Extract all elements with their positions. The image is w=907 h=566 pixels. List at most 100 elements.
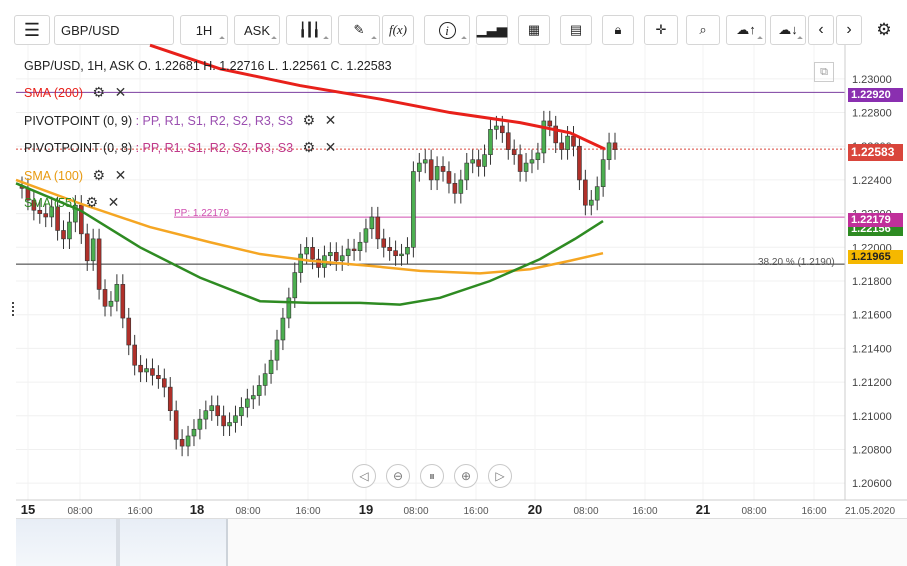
candle-body xyxy=(286,297,292,319)
zoom-in-button[interactable]: ⊕ xyxy=(454,464,478,488)
candle-body xyxy=(298,253,304,273)
candle-body xyxy=(393,250,398,257)
time-tick-label: 16:00 xyxy=(463,506,488,517)
candle-body xyxy=(523,162,529,172)
price-tick-label: 1.21400 xyxy=(852,343,892,355)
navigator[interactable] xyxy=(16,518,907,566)
candles xyxy=(19,110,618,457)
timeframe-selector[interactable]: 1H xyxy=(180,15,228,45)
function-icon: f(x) xyxy=(388,22,408,37)
sma100-settings-icon[interactable]: ⚙ xyxy=(92,167,106,183)
chart-type-button[interactable]: ╽┃╽ xyxy=(286,15,332,45)
zoom-out-icon: ⊖ xyxy=(392,469,404,483)
price-side-selector[interactable]: ASK xyxy=(234,15,280,45)
pivot2-legend[interactable]: PIVOTPOINT (0, 8) : PP, R1, S1, R2, S2, … xyxy=(24,139,336,156)
sma200-legend[interactable]: SMA (200) ⚙ ✕ xyxy=(24,84,126,101)
candle-body xyxy=(167,386,173,412)
draw-button[interactable]: ✎ xyxy=(338,15,380,45)
popout-icon[interactable]: ⧉ xyxy=(814,62,834,82)
navigator-window[interactable] xyxy=(16,519,226,566)
candle-body xyxy=(31,199,37,211)
candle-body xyxy=(90,238,96,262)
candle-body xyxy=(96,238,102,290)
sma200-settings-icon[interactable]: ⚙ xyxy=(92,84,106,100)
candle-body xyxy=(405,247,410,255)
pivot2-settings-icon[interactable]: ⚙ xyxy=(302,139,316,155)
candle-body xyxy=(387,247,392,251)
pivot1-legend[interactable]: PIVOTPOINT (0, 9) : PP, R1, S1, R2, S2, … xyxy=(24,112,336,129)
zoom-in-icon: ⊕ xyxy=(460,469,472,483)
news-button[interactable]: ▤ xyxy=(560,15,592,45)
horizontal-levels xyxy=(16,91,845,265)
time-tick-label: 16:00 xyxy=(295,506,320,517)
candle-body xyxy=(363,228,369,243)
candle-body xyxy=(345,248,351,257)
candle-body xyxy=(84,233,90,262)
sma200-close-icon[interactable]: ✕ xyxy=(114,84,127,100)
time-tick-label: 16:00 xyxy=(127,506,152,517)
info-button[interactable]: i xyxy=(424,15,470,45)
crosshair-button[interactable]: ✛ xyxy=(644,15,678,45)
pivot1-close-icon[interactable]: ✕ xyxy=(324,112,337,128)
candle-body xyxy=(310,247,315,260)
candle-body xyxy=(233,415,238,423)
candle-body xyxy=(316,258,321,268)
pivot1-label: PIVOTPOINT (0, 9) xyxy=(24,114,133,128)
candle-body xyxy=(43,213,49,218)
candle-body xyxy=(173,410,179,440)
zoom-out-button[interactable]: ⊖ xyxy=(386,464,410,488)
scroll-right-icon: ▷ xyxy=(495,469,505,483)
candle-body xyxy=(150,368,155,376)
candle-body xyxy=(357,241,363,251)
candle-body xyxy=(250,395,256,400)
time-tick-label: 16:00 xyxy=(801,506,826,517)
next-button[interactable]: › xyxy=(836,15,862,45)
function-button[interactable]: f(x) xyxy=(382,15,414,45)
sma55-close-icon[interactable]: ✕ xyxy=(107,194,120,210)
sma100-close-icon[interactable]: ✕ xyxy=(114,167,127,183)
symbol-selector[interactable]: GBP/USD xyxy=(54,15,174,45)
reset-button[interactable]: ⏸ xyxy=(420,464,444,488)
menu-button[interactable]: ☰ xyxy=(14,15,50,45)
candle-body xyxy=(37,209,43,214)
scroll-right-button[interactable]: ▷ xyxy=(488,464,512,488)
settings-button[interactable]: ⚙ xyxy=(870,15,898,45)
lock-button[interactable]: 🔒︎ xyxy=(602,15,634,45)
prev-button[interactable]: ‹ xyxy=(808,15,834,45)
candle-body xyxy=(292,272,298,299)
upload-button[interactable]: ☁↑ xyxy=(726,15,766,45)
sma55-legend[interactable]: SMA (55) ⚙ ✕ xyxy=(24,194,119,211)
candle-body xyxy=(583,179,588,206)
navigator-handle[interactable] xyxy=(116,519,120,566)
calendar-button[interactable]: ▦ xyxy=(518,15,550,45)
candle-body xyxy=(333,252,339,262)
scroll-left-button[interactable]: ◁ xyxy=(352,464,376,488)
time-tick-label: 08:00 xyxy=(573,506,598,517)
candle-body xyxy=(239,407,244,417)
candle-body xyxy=(594,186,600,201)
crosshair-icon: ✛ xyxy=(655,22,667,37)
candle-body xyxy=(547,120,553,127)
sma200-value-badge: 1.22920 xyxy=(848,88,903,102)
sma55-settings-icon[interactable]: ⚙ xyxy=(85,194,99,210)
pivot2-close-icon[interactable]: ✕ xyxy=(324,139,337,155)
resize-handle[interactable] xyxy=(12,302,17,316)
candle-body xyxy=(470,159,475,164)
pivot1-settings-icon[interactable]: ⚙ xyxy=(302,112,316,128)
candle-body xyxy=(505,132,511,150)
candle-body xyxy=(328,252,333,257)
zoom-button[interactable]: ⌕ xyxy=(686,15,720,45)
sma100-legend[interactable]: SMA (100) ⚙ ✕ xyxy=(24,167,126,184)
time-tick-label: 15 xyxy=(21,502,35,517)
navigator-handle[interactable] xyxy=(226,519,228,566)
price-tick-label: 1.20800 xyxy=(852,444,892,456)
candle-body xyxy=(108,300,114,307)
candle-body xyxy=(422,159,428,164)
download-button[interactable]: ☁↓ xyxy=(770,15,806,45)
candle-body xyxy=(203,410,209,420)
zoom-icon: ⌕ xyxy=(699,22,707,37)
indicators-button[interactable]: ▁▃▅ xyxy=(476,15,508,45)
sma200-line xyxy=(149,43,606,151)
pp-label: PP: 1.22179 xyxy=(174,208,230,219)
